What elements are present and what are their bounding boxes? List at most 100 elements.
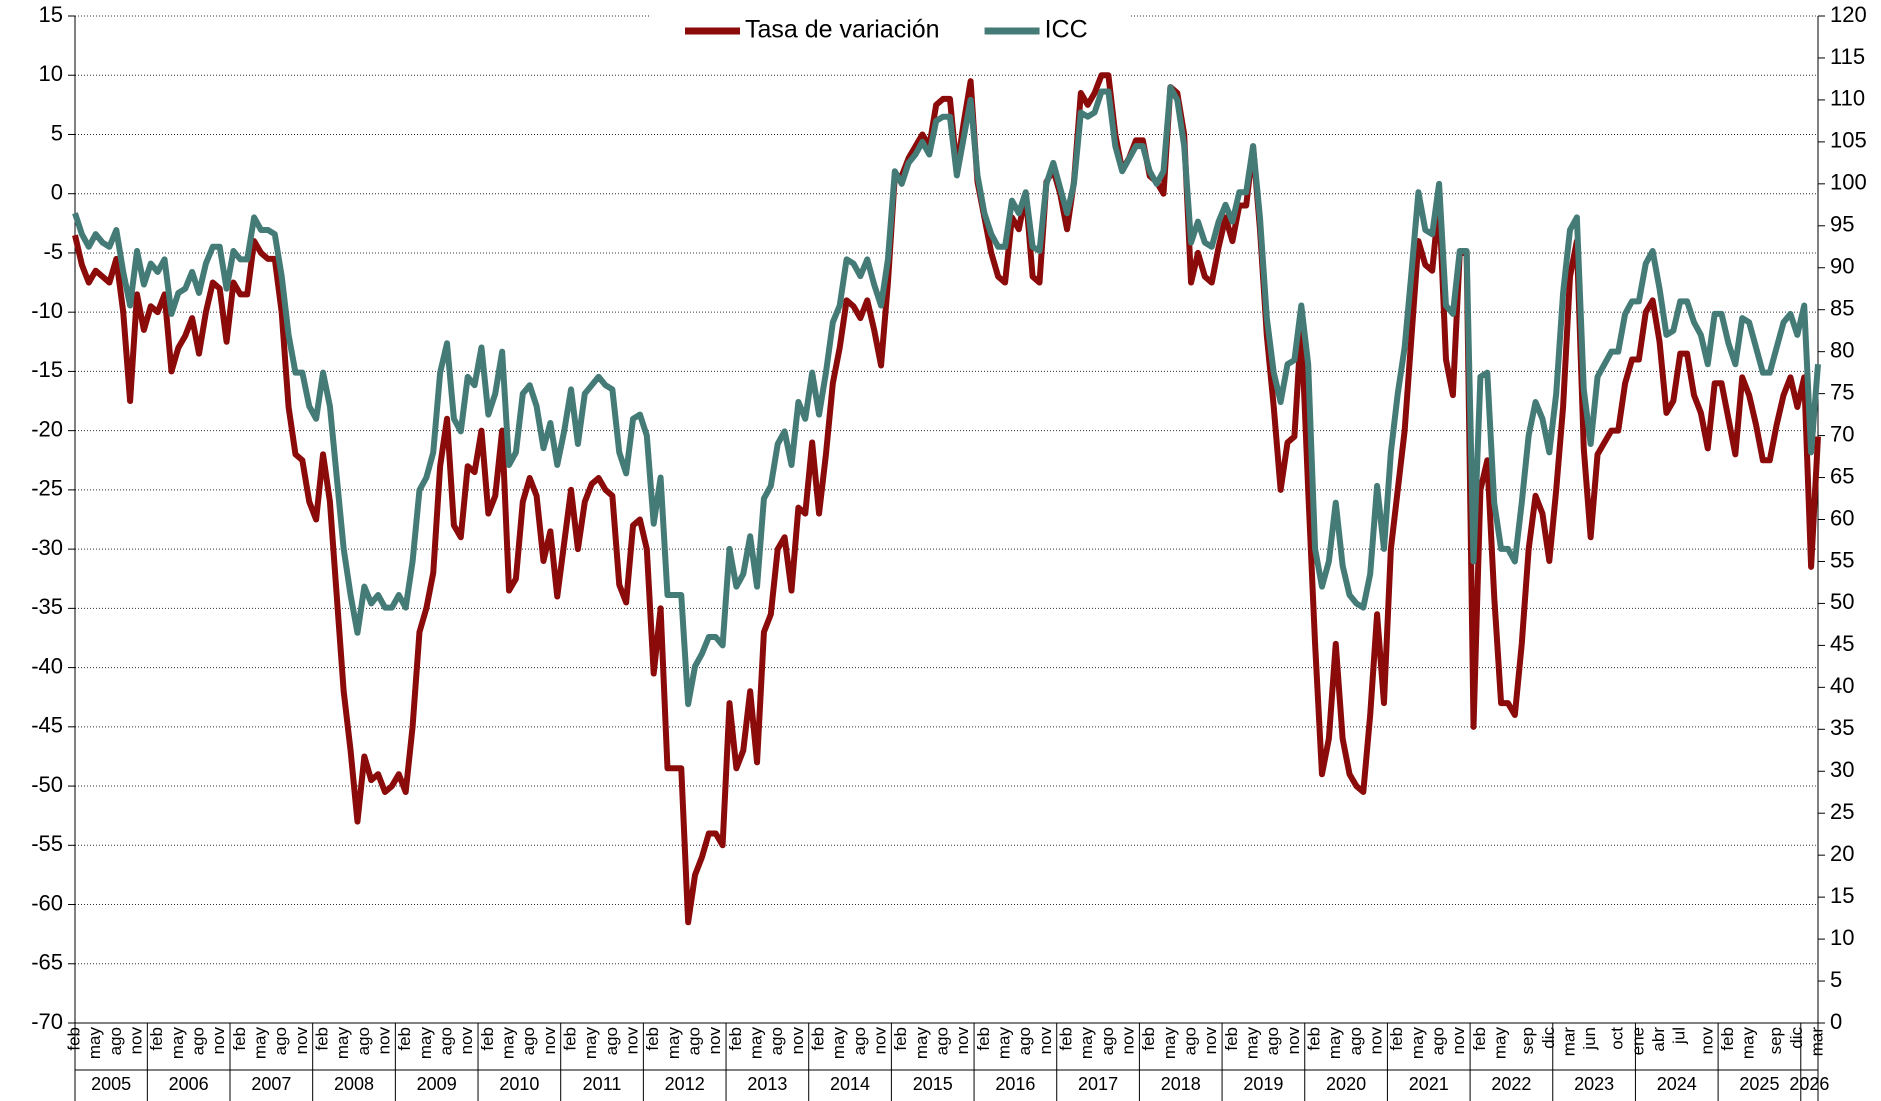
x-group-label: 2021 xyxy=(1409,1074,1449,1094)
legend-label: ICC xyxy=(1045,16,1088,44)
x-group-label: 2025 xyxy=(1739,1074,1779,1094)
x-tick-label: feb xyxy=(891,1027,910,1051)
y2-tick-label: 15 xyxy=(1830,883,1854,908)
x-tick-label: ago xyxy=(933,1027,952,1055)
x-tick-label: ago xyxy=(271,1027,290,1055)
y2-tick-label: 95 xyxy=(1830,212,1854,237)
x-tick-label: feb xyxy=(1139,1027,1158,1051)
x-tick-label: ene xyxy=(1628,1027,1647,1055)
series-line xyxy=(72,72,1821,926)
y2-tick-label: 65 xyxy=(1830,463,1854,488)
y2-tick-label: 10 xyxy=(1830,925,1854,950)
y2-tick-label: 55 xyxy=(1830,547,1854,572)
x-tick-label: feb xyxy=(478,1027,497,1051)
x-tick-label: ago xyxy=(1181,1027,1200,1055)
x-tick-label: may xyxy=(747,1027,766,1060)
x-tick-label: feb xyxy=(1387,1027,1406,1051)
x-tick-label: sep xyxy=(1766,1027,1785,1054)
y2-tick-label: 35 xyxy=(1830,715,1854,740)
y-tick-label: -30 xyxy=(31,535,63,560)
y-tick-label: 15 xyxy=(39,2,63,27)
x-group-label: 2005 xyxy=(91,1074,131,1094)
x-tick-label: nov xyxy=(126,1027,145,1055)
x-group-label: 2008 xyxy=(334,1074,374,1094)
x-tick-label: ago xyxy=(1015,1027,1034,1055)
y2-tick-label: 115 xyxy=(1830,44,1865,69)
y2-tick-label: 90 xyxy=(1830,254,1854,279)
x-tick-label: may xyxy=(1077,1027,1096,1060)
x-group-label: 2022 xyxy=(1491,1074,1531,1094)
y2-tick-label: 70 xyxy=(1830,421,1854,446)
x-group-label: 2006 xyxy=(169,1074,209,1094)
x-group-label: 2020 xyxy=(1326,1074,1366,1094)
x-tick-label: sep xyxy=(1518,1027,1537,1054)
y-tick-label: -45 xyxy=(31,713,63,738)
x-group-label: 2017 xyxy=(1078,1074,1118,1094)
x-tick-label: may xyxy=(1408,1027,1427,1060)
y-tick-label: -20 xyxy=(31,416,63,441)
x-tick-label: feb xyxy=(147,1027,166,1051)
y-tick-label: -55 xyxy=(31,831,63,856)
x-group-label: 2012 xyxy=(665,1074,705,1094)
x-tick-label: ago xyxy=(685,1027,704,1055)
x-tick-label: may xyxy=(995,1027,1014,1060)
x-tick-label: feb xyxy=(1057,1027,1076,1051)
y2-tick-label: 80 xyxy=(1830,337,1854,362)
x-group-label: 2009 xyxy=(417,1074,457,1094)
x-group-label: 2013 xyxy=(747,1074,787,1094)
x-group-label: 2016 xyxy=(995,1074,1035,1094)
x-tick-label: may xyxy=(1739,1027,1758,1060)
x-tick-label: ago xyxy=(437,1027,456,1055)
y2-tick-label: 105 xyxy=(1830,128,1867,153)
x-tick-label: nov xyxy=(788,1027,807,1055)
legend: Tasa de variación ICC xyxy=(650,10,1130,50)
x-group-label: 2007 xyxy=(251,1074,291,1094)
x-tick-label: may xyxy=(250,1027,269,1060)
x-tick-label: nov xyxy=(871,1027,890,1055)
x-group-label: 2018 xyxy=(1161,1074,1201,1094)
x-group-label: 2010 xyxy=(499,1074,539,1094)
x-tick-label: mar xyxy=(1807,1027,1826,1057)
y-tick-label: -5 xyxy=(43,239,63,264)
y-tick-label: -40 xyxy=(31,653,63,678)
x-tick-label: nov xyxy=(1367,1027,1386,1055)
x-tick-label: feb xyxy=(395,1027,414,1051)
x-tick-label: feb xyxy=(643,1027,662,1051)
x-tick-label: nov xyxy=(292,1027,311,1055)
y2-tick-label: 60 xyxy=(1830,505,1854,530)
x-tick-label: ago xyxy=(767,1027,786,1055)
x-tick-label: nov xyxy=(623,1027,642,1055)
x-tick-label: may xyxy=(912,1027,931,1060)
y2-tick-label: 40 xyxy=(1830,673,1854,698)
x-tick-label: may xyxy=(333,1027,352,1060)
series-line xyxy=(72,84,1821,708)
x-tick-label: feb xyxy=(1305,1027,1324,1051)
y-tick-label: 5 xyxy=(51,120,63,145)
x-tick-label: may xyxy=(1325,1027,1344,1060)
y2-tick-label: 120 xyxy=(1830,2,1867,27)
x-tick-label: may xyxy=(499,1027,518,1060)
x-group-label: 2014 xyxy=(830,1074,870,1094)
y2-tick-label: 0 xyxy=(1830,1009,1842,1034)
x-tick-label: ago xyxy=(188,1027,207,1055)
x-tick-label: may xyxy=(1160,1027,1179,1060)
x-tick-label: feb xyxy=(974,1027,993,1051)
x-tick-label: ago xyxy=(354,1027,373,1055)
x-group-label: 2024 xyxy=(1657,1074,1697,1094)
y2-tick-label: 75 xyxy=(1830,379,1854,404)
y2-tick-label: 5 xyxy=(1830,967,1842,992)
x-tick-label: feb xyxy=(726,1027,745,1051)
legend-label: Tasa de variación xyxy=(745,16,940,44)
y-tick-label: -10 xyxy=(31,298,63,323)
x-tick-label: nov xyxy=(1201,1027,1220,1055)
x-tick-label: nov xyxy=(209,1027,228,1055)
x-tick-label: mar xyxy=(1559,1027,1578,1057)
y2-tick-label: 100 xyxy=(1830,170,1867,195)
x-tick-label: may xyxy=(1491,1027,1510,1060)
y-tick-label: -35 xyxy=(31,594,63,619)
x-tick-label: ago xyxy=(1263,1027,1282,1055)
x-tick-label: feb xyxy=(230,1027,249,1051)
y2-tick-label: 20 xyxy=(1830,841,1854,866)
x-tick-label: feb xyxy=(313,1027,332,1051)
